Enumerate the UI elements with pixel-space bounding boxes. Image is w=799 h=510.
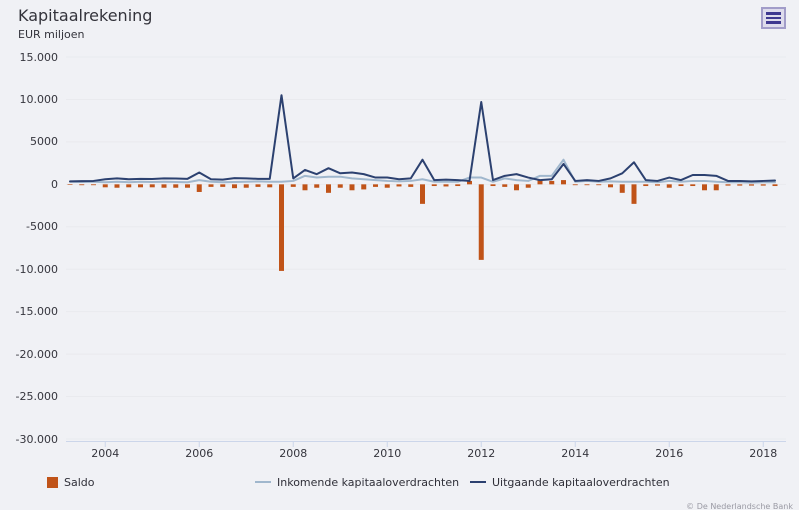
chart-title: Kapitaalrekening: [18, 6, 153, 25]
saldo-bar[interactable]: [502, 184, 508, 187]
legend-label-inkomende: Inkomende kapitaaloverdrachten: [277, 475, 460, 489]
saldo-bar[interactable]: [384, 184, 390, 188]
saldo-bar[interactable]: [79, 184, 85, 186]
saldo-bar[interactable]: [443, 184, 449, 187]
legend-item-inkomende[interactable]: Inkomende kapitaaloverdrachten: [255, 475, 459, 489]
saldo-swatch-icon: [47, 476, 58, 488]
y-axis-label: -30.000: [15, 432, 58, 446]
credits-link[interactable]: © De Nederlandsche Bank: [686, 502, 793, 510]
x-axis-label: 2006: [185, 447, 214, 460]
saldo-bar[interactable]: [337, 184, 343, 188]
x-axis-label: 2014: [561, 447, 590, 460]
saldo-bar[interactable]: [267, 184, 273, 188]
x-axis-label: 2012: [467, 447, 496, 460]
x-axis-label: 2016: [655, 447, 684, 460]
saldo-bar[interactable]: [232, 184, 237, 189]
y-axis-label: 0: [51, 177, 58, 191]
legend-label-saldo: Saldo: [64, 475, 95, 489]
saldo-bar[interactable]: [760, 184, 766, 186]
saldo-bar[interactable]: [67, 184, 73, 185]
saldo-bar[interactable]: [91, 184, 96, 186]
saldo-bar[interactable]: [619, 184, 625, 193]
saldo-bar[interactable]: [596, 184, 602, 186]
saldo-bar[interactable]: [173, 184, 179, 188]
chart-subtitle: EUR miljoen: [18, 28, 85, 41]
saldo-bar[interactable]: [690, 184, 696, 187]
saldo-bar[interactable]: [314, 184, 320, 188]
x-axis-label: 2018: [749, 447, 778, 460]
saldo-bar[interactable]: [208, 184, 214, 187]
saldo-bar[interactable]: [255, 184, 261, 187]
saldo-bar[interactable]: [608, 184, 613, 188]
saldo-bar[interactable]: [126, 184, 132, 188]
saldo-bar[interactable]: [420, 184, 425, 204]
legend-label-uitgaande: Uitgaande kapitaaloverdrachten: [492, 475, 670, 489]
saldo-bar[interactable]: [514, 184, 519, 191]
uitgaande-line-marker-icon: [470, 481, 486, 483]
saldo-bar[interactable]: [725, 184, 731, 186]
saldo-bar[interactable]: [478, 184, 484, 260]
x-axis-label: 2008: [279, 447, 308, 460]
y-axis-label: 5000: [30, 135, 58, 149]
saldo-bar[interactable]: [326, 184, 331, 193]
saldo-bar[interactable]: [749, 184, 754, 186]
saldo-bar[interactable]: [643, 184, 649, 187]
saldo-bar[interactable]: [220, 184, 226, 187]
legend-item-uitgaande[interactable]: Uitgaande kapitaaloverdrachten: [470, 475, 670, 489]
saldo-bar[interactable]: [631, 184, 637, 204]
saldo-bar[interactable]: [561, 180, 566, 185]
y-axis-label: 15.000: [19, 50, 59, 64]
saldo-bar[interactable]: [772, 184, 778, 187]
saldo-bar[interactable]: [102, 184, 108, 188]
saldo-bar[interactable]: [302, 184, 308, 191]
x-axis-label: 2004: [91, 447, 120, 460]
saldo-bar[interactable]: [279, 184, 284, 271]
saldo-bar[interactable]: [572, 184, 578, 186]
saldo-bar[interactable]: [549, 180, 555, 185]
saldo-bar[interactable]: [537, 180, 543, 185]
y-axis-label: -20.000: [15, 347, 58, 361]
saldo-bar[interactable]: [655, 184, 660, 186]
saldo-bar[interactable]: [149, 184, 155, 188]
uitgaande-line[interactable]: [69, 94, 776, 183]
saldo-bar[interactable]: [373, 184, 378, 187]
y-axis-label: -10.000: [15, 262, 58, 276]
saldo-bar[interactable]: [678, 184, 684, 187]
saldo-bar[interactable]: [584, 184, 590, 186]
saldo-bar[interactable]: [361, 184, 367, 190]
saldo-bar[interactable]: [455, 184, 461, 187]
saldo-bar[interactable]: [467, 180, 472, 185]
saldo-bar[interactable]: [243, 184, 249, 188]
inkomende-line[interactable]: [69, 158, 776, 184]
inkomende-line-marker-icon: [255, 481, 271, 483]
y-axis-label: -5000: [26, 220, 58, 234]
saldo-bar[interactable]: [138, 184, 143, 188]
saldo-bar[interactable]: [349, 184, 355, 191]
y-axis-label: 10.000: [19, 92, 59, 106]
saldo-bar[interactable]: [290, 184, 296, 187]
export-menu-button[interactable]: [761, 7, 786, 29]
saldo-bar[interactable]: [666, 184, 672, 188]
saldo-bar[interactable]: [114, 184, 120, 188]
saldo-bar[interactable]: [396, 184, 402, 187]
saldo-bar[interactable]: [161, 184, 167, 188]
saldo-bar[interactable]: [408, 184, 414, 187]
saldo-bar[interactable]: [185, 184, 190, 188]
saldo-bar[interactable]: [490, 184, 496, 187]
saldo-bar[interactable]: [525, 184, 531, 188]
saldo-bar[interactable]: [702, 184, 707, 191]
y-axis-label: -25.000: [15, 390, 58, 404]
y-axis-label: -15.000: [15, 305, 58, 319]
saldo-bar[interactable]: [713, 184, 719, 191]
legend-item-saldo[interactable]: Saldo: [47, 475, 95, 489]
saldo-bar[interactable]: [737, 184, 743, 186]
saldo-bar[interactable]: [196, 184, 202, 192]
saldo-bar[interactable]: [431, 184, 437, 187]
x-axis-label: 2010: [373, 447, 402, 460]
